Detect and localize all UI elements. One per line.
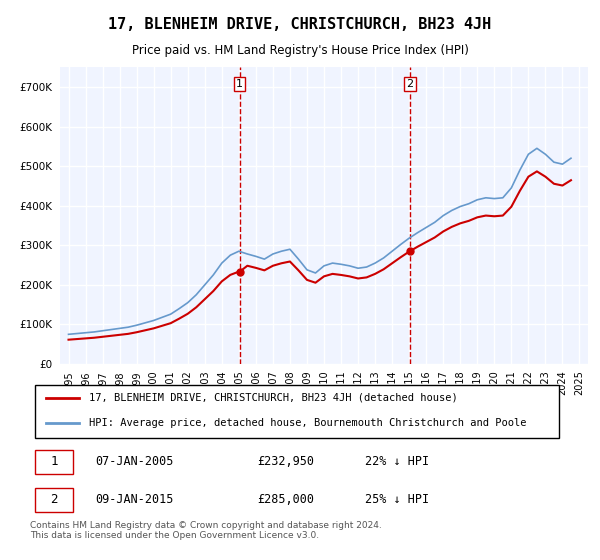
Text: 22% ↓ HPI: 22% ↓ HPI — [365, 455, 429, 468]
Text: 1: 1 — [50, 455, 58, 468]
Text: HPI: Average price, detached house, Bournemouth Christchurch and Poole: HPI: Average price, detached house, Bour… — [89, 418, 527, 428]
Text: 25% ↓ HPI: 25% ↓ HPI — [365, 493, 429, 506]
Text: 09-JAN-2015: 09-JAN-2015 — [95, 493, 173, 506]
Text: £232,950: £232,950 — [257, 455, 314, 468]
FancyBboxPatch shape — [35, 450, 73, 474]
FancyBboxPatch shape — [35, 488, 73, 512]
Text: 2: 2 — [406, 79, 413, 89]
Text: 17, BLENHEIM DRIVE, CHRISTCHURCH, BH23 4JH: 17, BLENHEIM DRIVE, CHRISTCHURCH, BH23 4… — [109, 17, 491, 32]
Text: 17, BLENHEIM DRIVE, CHRISTCHURCH, BH23 4JH (detached house): 17, BLENHEIM DRIVE, CHRISTCHURCH, BH23 4… — [89, 393, 458, 403]
Text: 2: 2 — [50, 493, 58, 506]
Text: Price paid vs. HM Land Registry's House Price Index (HPI): Price paid vs. HM Land Registry's House … — [131, 44, 469, 57]
Text: 07-JAN-2005: 07-JAN-2005 — [95, 455, 173, 468]
Text: Contains HM Land Registry data © Crown copyright and database right 2024.
This d: Contains HM Land Registry data © Crown c… — [30, 521, 382, 540]
FancyBboxPatch shape — [35, 385, 559, 438]
Text: 1: 1 — [236, 79, 243, 89]
Text: £285,000: £285,000 — [257, 493, 314, 506]
